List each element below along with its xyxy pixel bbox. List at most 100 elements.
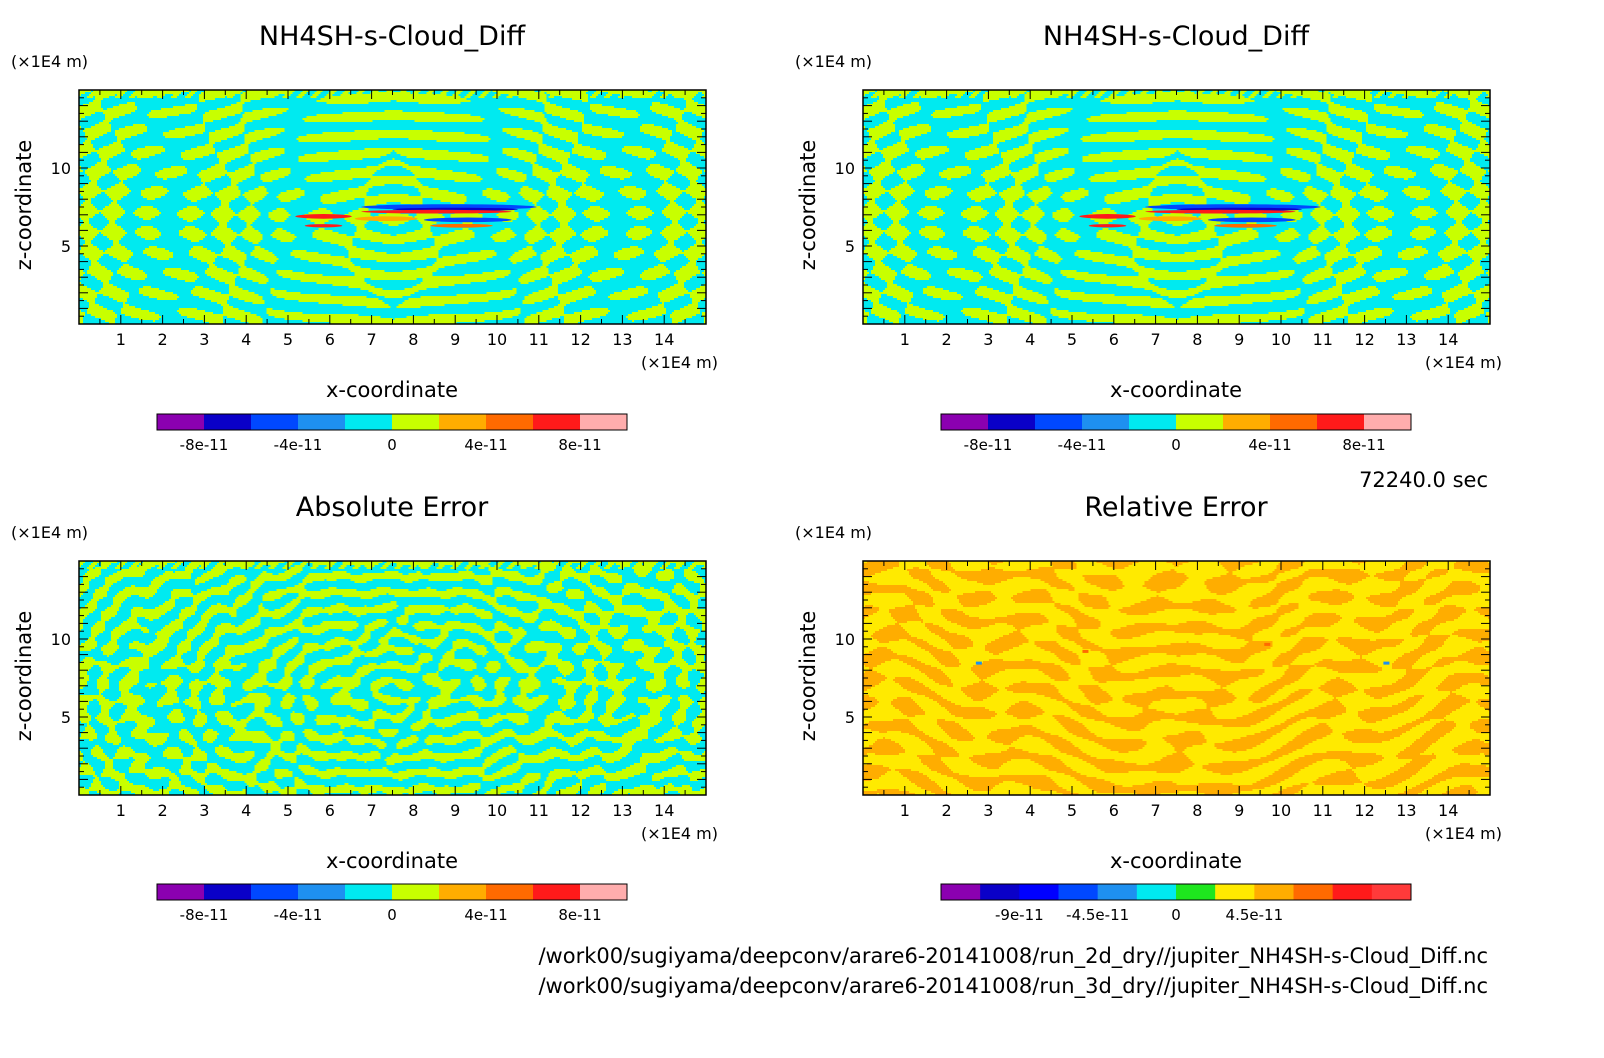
colorbar-tick-label: 0 bbox=[1171, 906, 1181, 924]
x-tick-label: 4 bbox=[1025, 330, 1035, 349]
x-tick-label: 5 bbox=[1067, 801, 1077, 820]
x-tick-label: 12 bbox=[1354, 801, 1374, 820]
x-tick-label: 7 bbox=[1151, 801, 1161, 820]
colorbar-swatch bbox=[1035, 414, 1083, 430]
colorbar-swatch bbox=[1254, 884, 1294, 900]
colorbar-tick-label: 4.5e-11 bbox=[1226, 906, 1284, 924]
time-label: 72240.0 sec bbox=[1359, 468, 1488, 492]
colorbar: -9e-11 -4.5e-11 0 4.5e-11 bbox=[940, 883, 1412, 924]
y-tick-label: 5 bbox=[61, 708, 71, 727]
x-tick-label: 8 bbox=[1192, 330, 1202, 349]
colorbar-swatch bbox=[533, 884, 581, 900]
colorbar-swatch bbox=[298, 414, 346, 430]
x-tick-label: 7 bbox=[367, 801, 377, 820]
heatmap-field bbox=[79, 561, 706, 795]
feature-dot bbox=[1383, 661, 1390, 665]
x-tick-label: 14 bbox=[654, 801, 674, 820]
x-tick-label: 1 bbox=[116, 330, 126, 349]
x-tick-label: 2 bbox=[942, 330, 952, 349]
colorbar-swatch bbox=[1136, 884, 1177, 900]
x-tick-label: 3 bbox=[199, 330, 209, 349]
panel-4: Relative Error(×1E4 m)1 2 3 4 5 6 7 8 9 10 11 12 13 1… bbox=[795, 492, 1502, 924]
colorbar-swatch bbox=[1176, 414, 1224, 430]
colorbar-swatch bbox=[941, 884, 981, 900]
colorbar-swatch bbox=[157, 414, 205, 430]
colorbar-swatch bbox=[580, 414, 628, 430]
x-axis-label: x-coordinate bbox=[1110, 849, 1242, 873]
colorbar-swatch bbox=[1332, 884, 1373, 900]
x-tick-label: 10 bbox=[1271, 801, 1291, 820]
y-axis-label: z-coordinate bbox=[12, 611, 36, 742]
feature-blob bbox=[1207, 217, 1296, 223]
colorbar-swatch bbox=[1317, 414, 1365, 430]
colorbar-swatch bbox=[1019, 884, 1059, 900]
x-tick-label: 6 bbox=[325, 330, 335, 349]
x-tick-label: 4 bbox=[1025, 801, 1035, 820]
colorbar-tick-label: 4e-11 bbox=[464, 906, 507, 924]
colorbar-tick-label: 8e-11 bbox=[558, 436, 601, 454]
panel-1: NH4SH-s-Cloud_Diff(×1E4 m)1 2 3 4 5 6 7 8 9 10 11 1… bbox=[11, 21, 718, 454]
colorbar-swatch bbox=[439, 884, 487, 900]
colorbar-swatch bbox=[157, 884, 205, 900]
x-axis-unit: (×1E4 m) bbox=[641, 824, 718, 843]
colorbar-frame bbox=[940, 883, 1412, 901]
y-axis: 5 10 bbox=[51, 568, 706, 788]
colorbar-tick-label: 0 bbox=[1171, 436, 1181, 454]
colorbar-swatch bbox=[1223, 414, 1271, 430]
x-tick-label: 5 bbox=[283, 330, 293, 349]
x-tick-label: 6 bbox=[325, 801, 335, 820]
y-axis: 5 10 bbox=[835, 568, 1490, 788]
x-axis: 1 2 3 4 5 6 7 8 9 10 11 12 13 14 bbox=[99, 561, 686, 820]
y-axis-unit: (×1E4 m) bbox=[795, 523, 872, 542]
feature-blob bbox=[354, 216, 418, 222]
x-tick-label: 9 bbox=[450, 330, 460, 349]
colorbar-tick-label: -4.5e-11 bbox=[1066, 906, 1129, 924]
feature-dot bbox=[1082, 649, 1089, 653]
colorbar-swatch bbox=[345, 414, 393, 430]
x-axis-label: x-coordinate bbox=[326, 849, 458, 873]
x-axis: 1 2 3 4 5 6 7 8 9 10 11 12 13 14 bbox=[883, 561, 1470, 820]
x-tick-label: 3 bbox=[983, 801, 993, 820]
y-axis-label: z-coordinate bbox=[796, 611, 820, 742]
x-tick-label: 14 bbox=[654, 330, 674, 349]
x-tick-label: 9 bbox=[450, 801, 460, 820]
colorbar-swatch bbox=[980, 884, 1020, 900]
x-tick-label: 8 bbox=[408, 801, 418, 820]
panel-3: Absolute Error(×1E4 m)1 2 3 4 5 6 7 8 9 10 11 12 13 1… bbox=[11, 492, 718, 924]
y-tick-label: 5 bbox=[61, 237, 71, 256]
x-tick-label: 12 bbox=[1354, 330, 1374, 349]
colorbar-swatch bbox=[345, 884, 393, 900]
x-tick-label: 6 bbox=[1109, 330, 1119, 349]
feature-blob bbox=[430, 223, 493, 228]
x-tick-label: 13 bbox=[612, 330, 632, 349]
x-tick-label: 13 bbox=[612, 801, 632, 820]
colorbar-tick-label: 8e-11 bbox=[1342, 436, 1385, 454]
colorbar-swatch bbox=[1176, 884, 1216, 900]
colorbar-tick-label: 4e-11 bbox=[464, 436, 507, 454]
colorbar-tick-label: -8e-11 bbox=[964, 436, 1013, 454]
colorbar-tick-label: 0 bbox=[387, 436, 397, 454]
colorbar: -8e-11 -4e-11 0 4e-11 8e-11 bbox=[156, 413, 628, 454]
x-tick-label: 7 bbox=[1151, 330, 1161, 349]
feature-blob bbox=[1088, 224, 1127, 228]
x-tick-label: 9 bbox=[1234, 801, 1244, 820]
x-tick-label: 8 bbox=[1192, 801, 1202, 820]
colorbar-swatch bbox=[251, 414, 299, 430]
x-tick-label: 13 bbox=[1396, 330, 1416, 349]
x-tick-label: 11 bbox=[529, 801, 549, 820]
x-tick-label: 13 bbox=[1396, 801, 1416, 820]
y-tick-label: 5 bbox=[845, 237, 855, 256]
colorbar-swatch bbox=[392, 884, 440, 900]
colorbar-tick-label: -9e-11 bbox=[995, 906, 1044, 924]
chart-title: Absolute Error bbox=[296, 492, 489, 523]
feature-blob bbox=[423, 217, 512, 223]
x-tick-label: 11 bbox=[1313, 330, 1333, 349]
x-axis-label: x-coordinate bbox=[1110, 378, 1242, 402]
x-tick-label: 3 bbox=[199, 801, 209, 820]
colorbar-swatch bbox=[251, 884, 299, 900]
x-tick-label: 10 bbox=[487, 801, 507, 820]
colorbar-tick-label: -4e-11 bbox=[274, 906, 323, 924]
y-tick-label: 5 bbox=[845, 708, 855, 727]
colorbar-swatch bbox=[988, 414, 1036, 430]
